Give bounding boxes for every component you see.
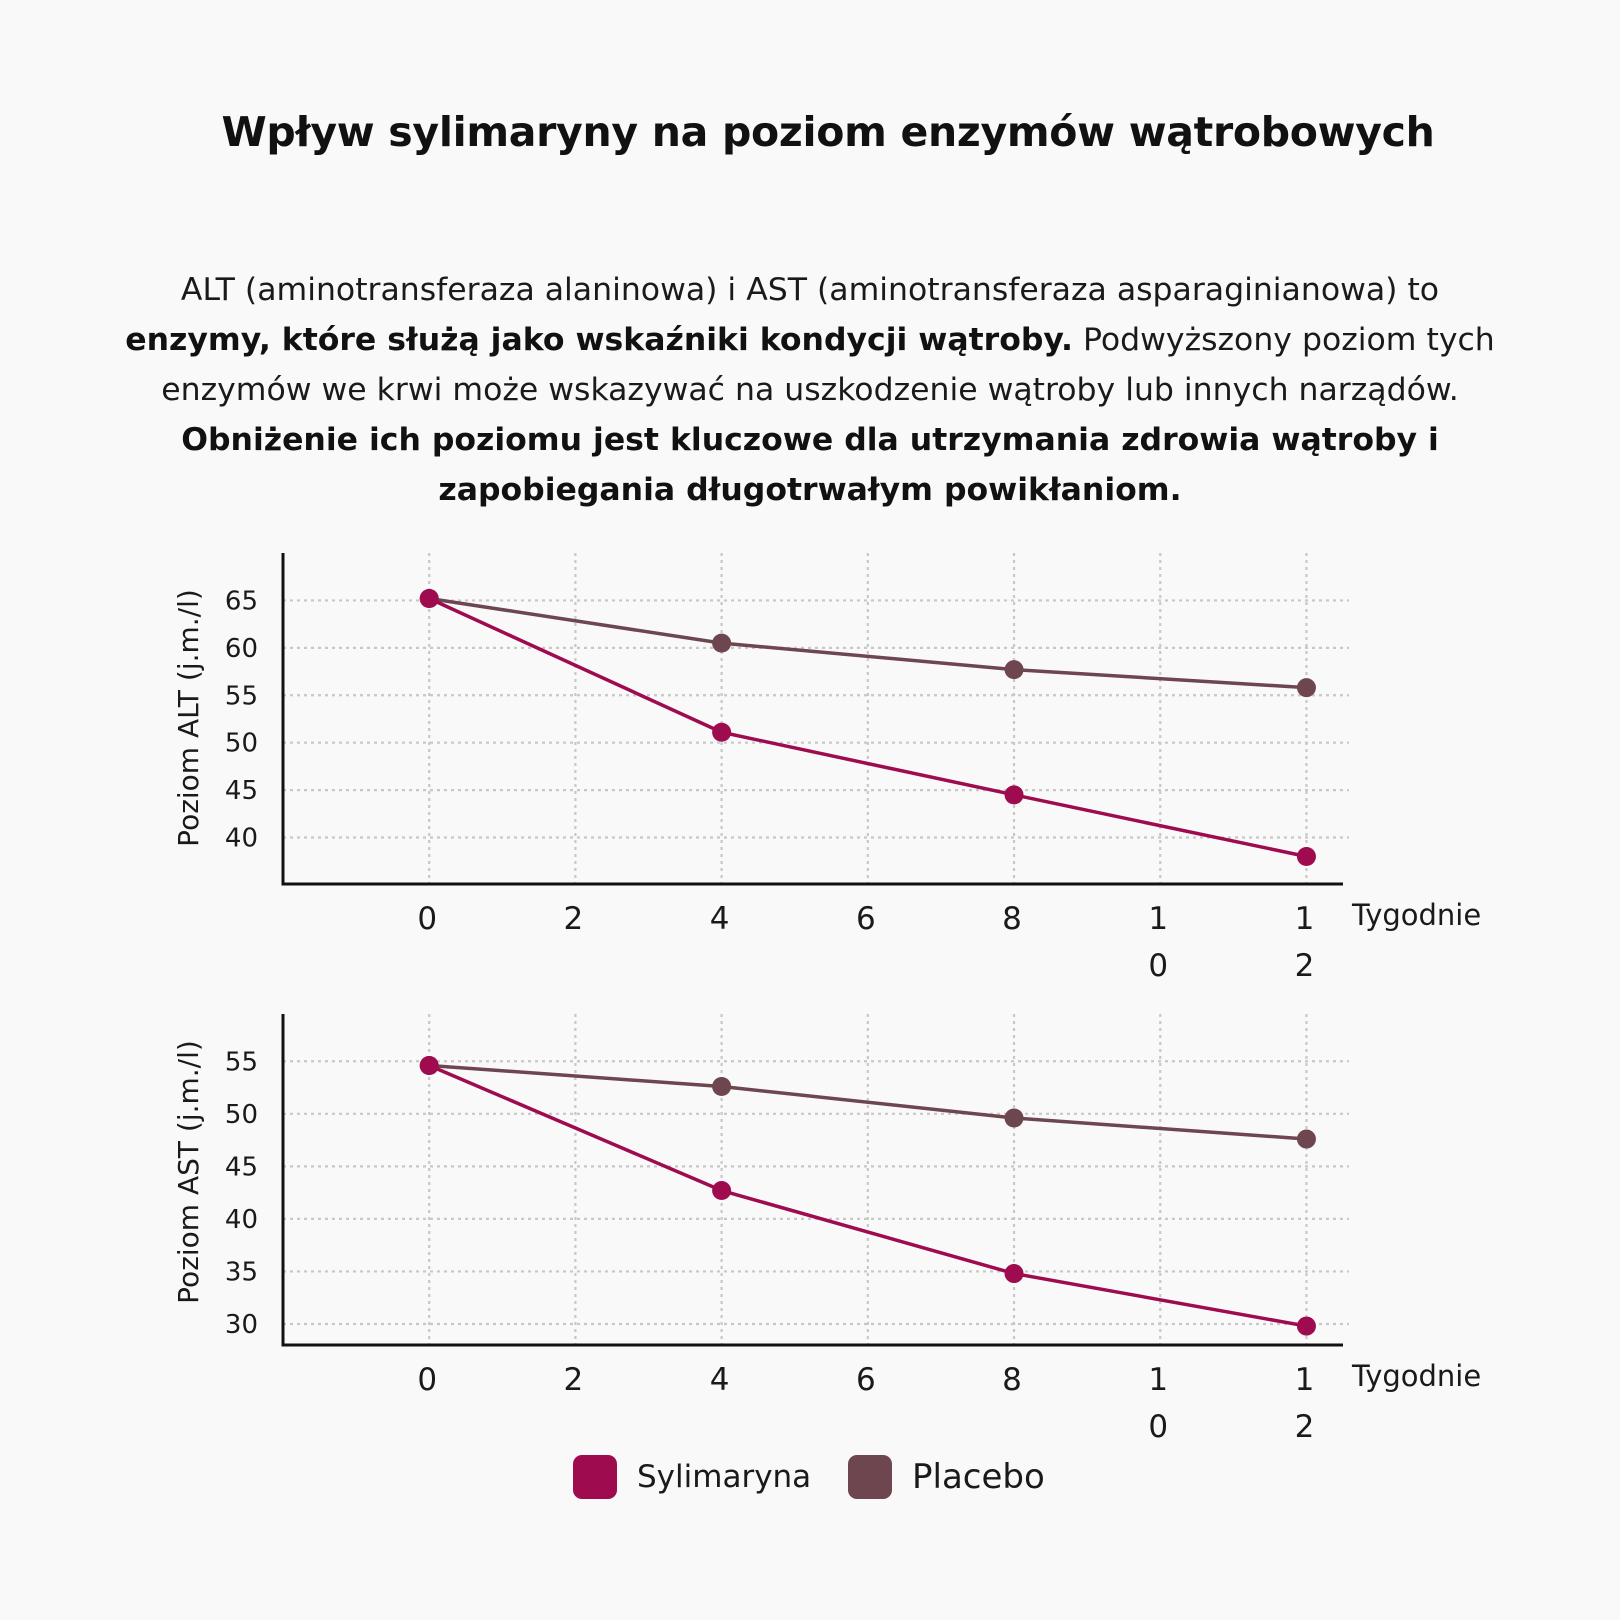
chart2-x-tick-label: 4 bbox=[710, 1362, 730, 1398]
legend-item-sylimaryna: Sylimaryna bbox=[573, 1455, 811, 1499]
legend-swatch-placebo bbox=[848, 1455, 892, 1499]
legend-label-placebo: Placebo bbox=[912, 1457, 1045, 1497]
intro-paragraph: ALT (aminotransferaza alaninowa) i AST (… bbox=[110, 265, 1510, 515]
chart2-line-placebo bbox=[429, 1063, 1307, 1141]
chart2-point-sylimaryna bbox=[1296, 1316, 1316, 1336]
chart1-point-sylimaryna bbox=[712, 722, 732, 742]
chart1-point-placebo bbox=[1296, 678, 1316, 698]
chart1-point-sylimaryna bbox=[1296, 846, 1316, 866]
intro-bold-1: enzymy, które służą jako wskaźniki kondy… bbox=[125, 322, 1074, 358]
chart2-y-tick-label: 50 bbox=[225, 1100, 258, 1130]
chart2-y-tick-label: 40 bbox=[225, 1205, 258, 1235]
chart2-point-sylimaryna bbox=[712, 1181, 732, 1201]
chart1-line-sylimaryna bbox=[428, 596, 1307, 859]
intro-text-1: ALT (aminotransferaza alaninowa) i AST (… bbox=[180, 272, 1440, 308]
chart1-y-tick-label: 55 bbox=[225, 681, 258, 711]
chart2-x-tick-label: 2 bbox=[564, 1362, 584, 1398]
chart2-x-tick-label: 0 bbox=[1148, 1409, 1168, 1445]
chart2-x-tick-label: 1 bbox=[1295, 1362, 1315, 1398]
chart1-x-tick-label: 1 bbox=[1148, 901, 1168, 937]
chart2-point-placebo bbox=[1004, 1108, 1024, 1128]
chart2-y-tick-label: 35 bbox=[225, 1257, 258, 1287]
chart2-x-tick-label: 8 bbox=[1002, 1362, 1022, 1398]
chart1-point-sylimaryna bbox=[419, 589, 439, 609]
chart2-point-placebo bbox=[712, 1077, 732, 1097]
chart2-line-sylimaryna bbox=[428, 1063, 1307, 1328]
chart1-x-tick-label: 0 bbox=[417, 901, 437, 937]
chart1-x-tick-label: 4 bbox=[710, 901, 730, 937]
chart1-y-tick-label: 40 bbox=[225, 824, 258, 854]
page-title: Wpływ sylimaryny na poziom enzymów wątro… bbox=[221, 108, 1435, 156]
chart2-y-tick-label: 55 bbox=[225, 1047, 258, 1077]
chart2-x-axis-title: Tygodnie bbox=[1351, 1359, 1481, 1393]
legend: Sylimaryna Placebo bbox=[0, 1455, 1620, 1505]
chart2-y-axis-title: Poziom AST (j.m./l) bbox=[172, 1040, 205, 1304]
chart2-x-tick-label: 0 bbox=[417, 1362, 437, 1398]
chart2-y-tick-label: 45 bbox=[225, 1152, 258, 1182]
chart1-x-tick-label: 2 bbox=[564, 901, 584, 937]
chart2-x-tick-label: 2 bbox=[1295, 1409, 1315, 1445]
legend-label-sylimaryna: Sylimaryna bbox=[637, 1459, 812, 1495]
chart1-y-axis-title: Poziom ALT (j.m./l) bbox=[172, 589, 205, 847]
chart1-point-sylimaryna bbox=[1004, 785, 1024, 805]
chart2-point-placebo bbox=[1296, 1129, 1316, 1149]
chart1-y-tick-label: 60 bbox=[225, 634, 258, 664]
chart1-x-tick-label: 2 bbox=[1295, 948, 1315, 984]
chart1-y-tick-label: 45 bbox=[225, 776, 258, 806]
intro-text-2: Podwyższony poziom tych enzymów we krwi … bbox=[161, 322, 1495, 408]
chart2-point-sylimaryna bbox=[419, 1055, 439, 1075]
intro-bold-2: Obniżenie ich poziomu jest kluczowe dla … bbox=[181, 422, 1439, 508]
chart1-y-tick-label: 50 bbox=[225, 729, 258, 759]
chart2-point-sylimaryna bbox=[1004, 1264, 1024, 1284]
chart1-x-tick-label: 6 bbox=[856, 901, 876, 937]
chart1-x-tick-label: 8 bbox=[1002, 901, 1022, 937]
chart1-point-placebo bbox=[712, 633, 732, 653]
chart2-y-tick-label: 30 bbox=[225, 1310, 258, 1340]
chart1-x-axis-title: Tygodnie bbox=[1351, 898, 1481, 932]
chart1-x-tick-label: 0 bbox=[1148, 948, 1168, 984]
chart2-x-tick-label: 6 bbox=[856, 1362, 876, 1398]
chart1-y-tick-label: 65 bbox=[225, 586, 258, 616]
chart1-point-placebo bbox=[1004, 660, 1024, 680]
chart2-x-tick-label: 1 bbox=[1148, 1362, 1168, 1398]
chart1-x-tick-label: 1 bbox=[1295, 901, 1315, 937]
legend-swatch-sylimaryna bbox=[573, 1455, 617, 1499]
chart1-line-placebo bbox=[428, 596, 1307, 690]
legend-item-placebo: Placebo bbox=[848, 1455, 1045, 1499]
